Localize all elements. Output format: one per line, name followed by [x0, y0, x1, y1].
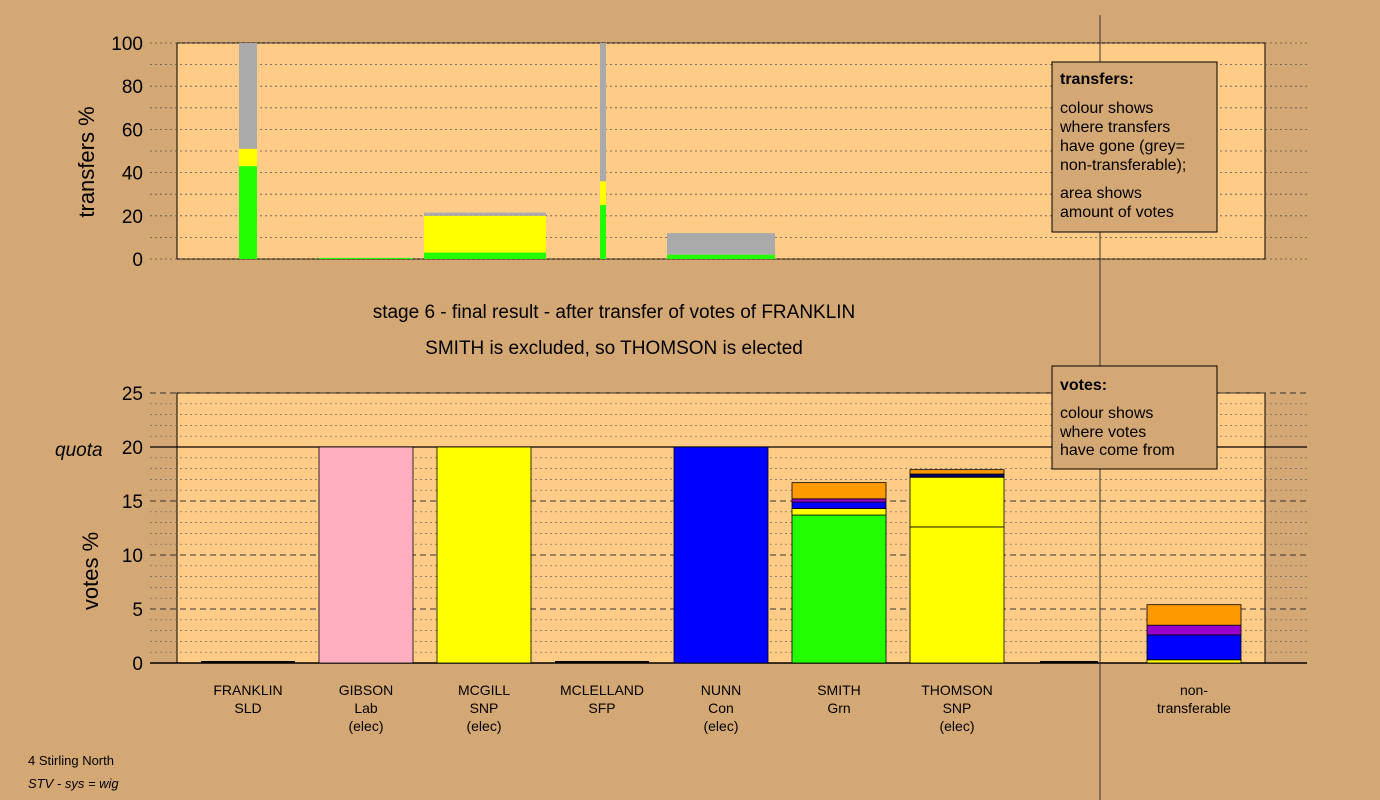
vote-segment-non-transferable — [1146, 604, 1242, 626]
candidate-label-status: (elec) — [703, 718, 738, 734]
vote-segment-thomson — [909, 473, 1005, 478]
vote-segment-smith — [791, 508, 887, 516]
candidate-label-name: NUNN — [701, 682, 741, 698]
candidate-label-name: non- — [1180, 682, 1208, 698]
vote-segment-smith — [791, 514, 887, 664]
footer-constituency: 4 Stirling North — [28, 753, 114, 768]
transfers-legend-line: area shows — [1060, 185, 1142, 202]
votes-y-tick-label: 0 — [132, 654, 143, 675]
transfers-legend-line: non-transferable); — [1060, 157, 1186, 174]
transfers-legend-box — [1051, 61, 1218, 233]
transfers-y-tick-label: 20 — [122, 207, 143, 228]
candidate-label-name: MCGILL — [458, 682, 510, 698]
votes-y-tick-label: 10 — [122, 546, 143, 567]
transfers-y-ticks: 0 20 40 60 80 100 — [111, 34, 143, 271]
transfers-y-tick-label: 40 — [122, 164, 143, 185]
votes-y-tick-label: 25 — [122, 384, 143, 405]
candidate-label-party: transferable — [1157, 700, 1231, 716]
candidate-label-party: Lab — [354, 700, 378, 716]
transfers-y-axis-label: transfers % — [74, 106, 99, 217]
transfer-segment-mcgill — [424, 212, 546, 216]
candidate-label-party: SNP — [943, 700, 972, 716]
candidate-label-name: GIBSON — [339, 682, 393, 698]
votes-legend-line: colour shows — [1060, 405, 1153, 422]
candidate-label-party: Con — [708, 700, 734, 716]
transfers-legend-line: have gone (grey= — [1060, 138, 1185, 155]
vote-segment-non-transferable — [1146, 659, 1242, 664]
transfer-segment-mclelland — [600, 43, 606, 182]
transfer-segment-mcgill — [424, 215, 546, 253]
candidate-label-party: SLD — [234, 700, 261, 716]
vote-segment-non-transferable — [1146, 624, 1242, 636]
transfers-y-tick-label: 0 — [132, 250, 143, 271]
transfer-segment-mcgill — [424, 252, 546, 259]
transfer-segment-franklin — [239, 166, 257, 259]
candidate-label-status: (elec) — [466, 718, 501, 734]
vote-segment-smith — [791, 498, 887, 503]
transfer-segment-mclelland — [600, 205, 606, 259]
stage-subtitle: SMITH is excluded, so THOMSON is elected — [425, 338, 803, 359]
votes-y-tick-label: 20 — [122, 438, 143, 459]
transfer-segment-gibson — [319, 257, 413, 259]
transfer-segment-nunn — [667, 233, 775, 255]
vote-segment-thomson — [909, 476, 1005, 528]
transfers-legend-line: amount of votes — [1060, 204, 1174, 221]
vote-segment-gibson — [318, 446, 414, 664]
candidate-label-name: THOMSON — [921, 682, 993, 698]
transfer-segment-franklin — [239, 148, 257, 167]
quota-label: quota — [55, 440, 103, 461]
votes-legend-line: have come from — [1060, 442, 1175, 459]
votes-y-tick-label: 15 — [122, 492, 143, 513]
footer-system: STV - sys = wig — [28, 776, 119, 791]
transfer-segment-franklin — [239, 43, 257, 149]
votes-legend-title: votes: — [1060, 377, 1107, 394]
vote-segment-non-transferable — [1146, 634, 1242, 661]
candidate-label-name: SMITH — [817, 682, 861, 698]
vote-segment-thomson — [909, 469, 1005, 475]
votes-bars — [201, 446, 1242, 664]
transfers-legend-title: transfers: — [1060, 71, 1134, 88]
transfers-legend-line: colour shows — [1060, 100, 1153, 117]
candidate-label-party: SNP — [470, 700, 499, 716]
votes-legend: votes: colour shows where votes have com… — [1051, 365, 1218, 470]
stage-title: stage 6 - final result - after transfer … — [373, 302, 856, 323]
transfers-bars — [239, 43, 775, 259]
candidate-label-party: SFP — [588, 700, 615, 716]
vote-segment-mcgill — [436, 446, 532, 664]
transfers-y-tick-label: 60 — [122, 120, 143, 141]
vote-segment-thomson — [909, 526, 1005, 664]
votes-y-axis-label: votes % — [78, 532, 103, 610]
transfers-legend-line: where transfers — [1059, 119, 1170, 136]
votes-legend-line: where votes — [1059, 424, 1146, 441]
votes-legend-box — [1051, 365, 1218, 470]
vote-segment-smith — [791, 482, 887, 500]
votes-y-tick-label: 5 — [132, 600, 143, 621]
transfers-y-tick-label: 100 — [111, 34, 143, 55]
vote-segment-nunn — [673, 446, 769, 664]
transfers-y-tick-label: 80 — [122, 77, 143, 98]
vote-segment-smith — [791, 501, 887, 509]
votes-y-ticks: 0 5 10 15 20 25 — [122, 384, 143, 675]
candidate-label-status: (elec) — [348, 718, 383, 734]
transfer-segment-nunn — [667, 254, 775, 259]
candidate-label-party: Grn — [827, 700, 850, 716]
candidate-label-name: MCLELLAND — [560, 682, 644, 698]
transfer-segment-mclelland — [600, 181, 606, 205]
candidate-label-status: (elec) — [939, 718, 974, 734]
transfers-legend: transfers: colour shows where transfers … — [1051, 61, 1218, 233]
candidate-labels: FRANKLIN SLD GIBSON Lab (elec) MCGILL SNP (elec… — [213, 682, 1231, 734]
candidate-label-name: FRANKLIN — [213, 682, 282, 698]
